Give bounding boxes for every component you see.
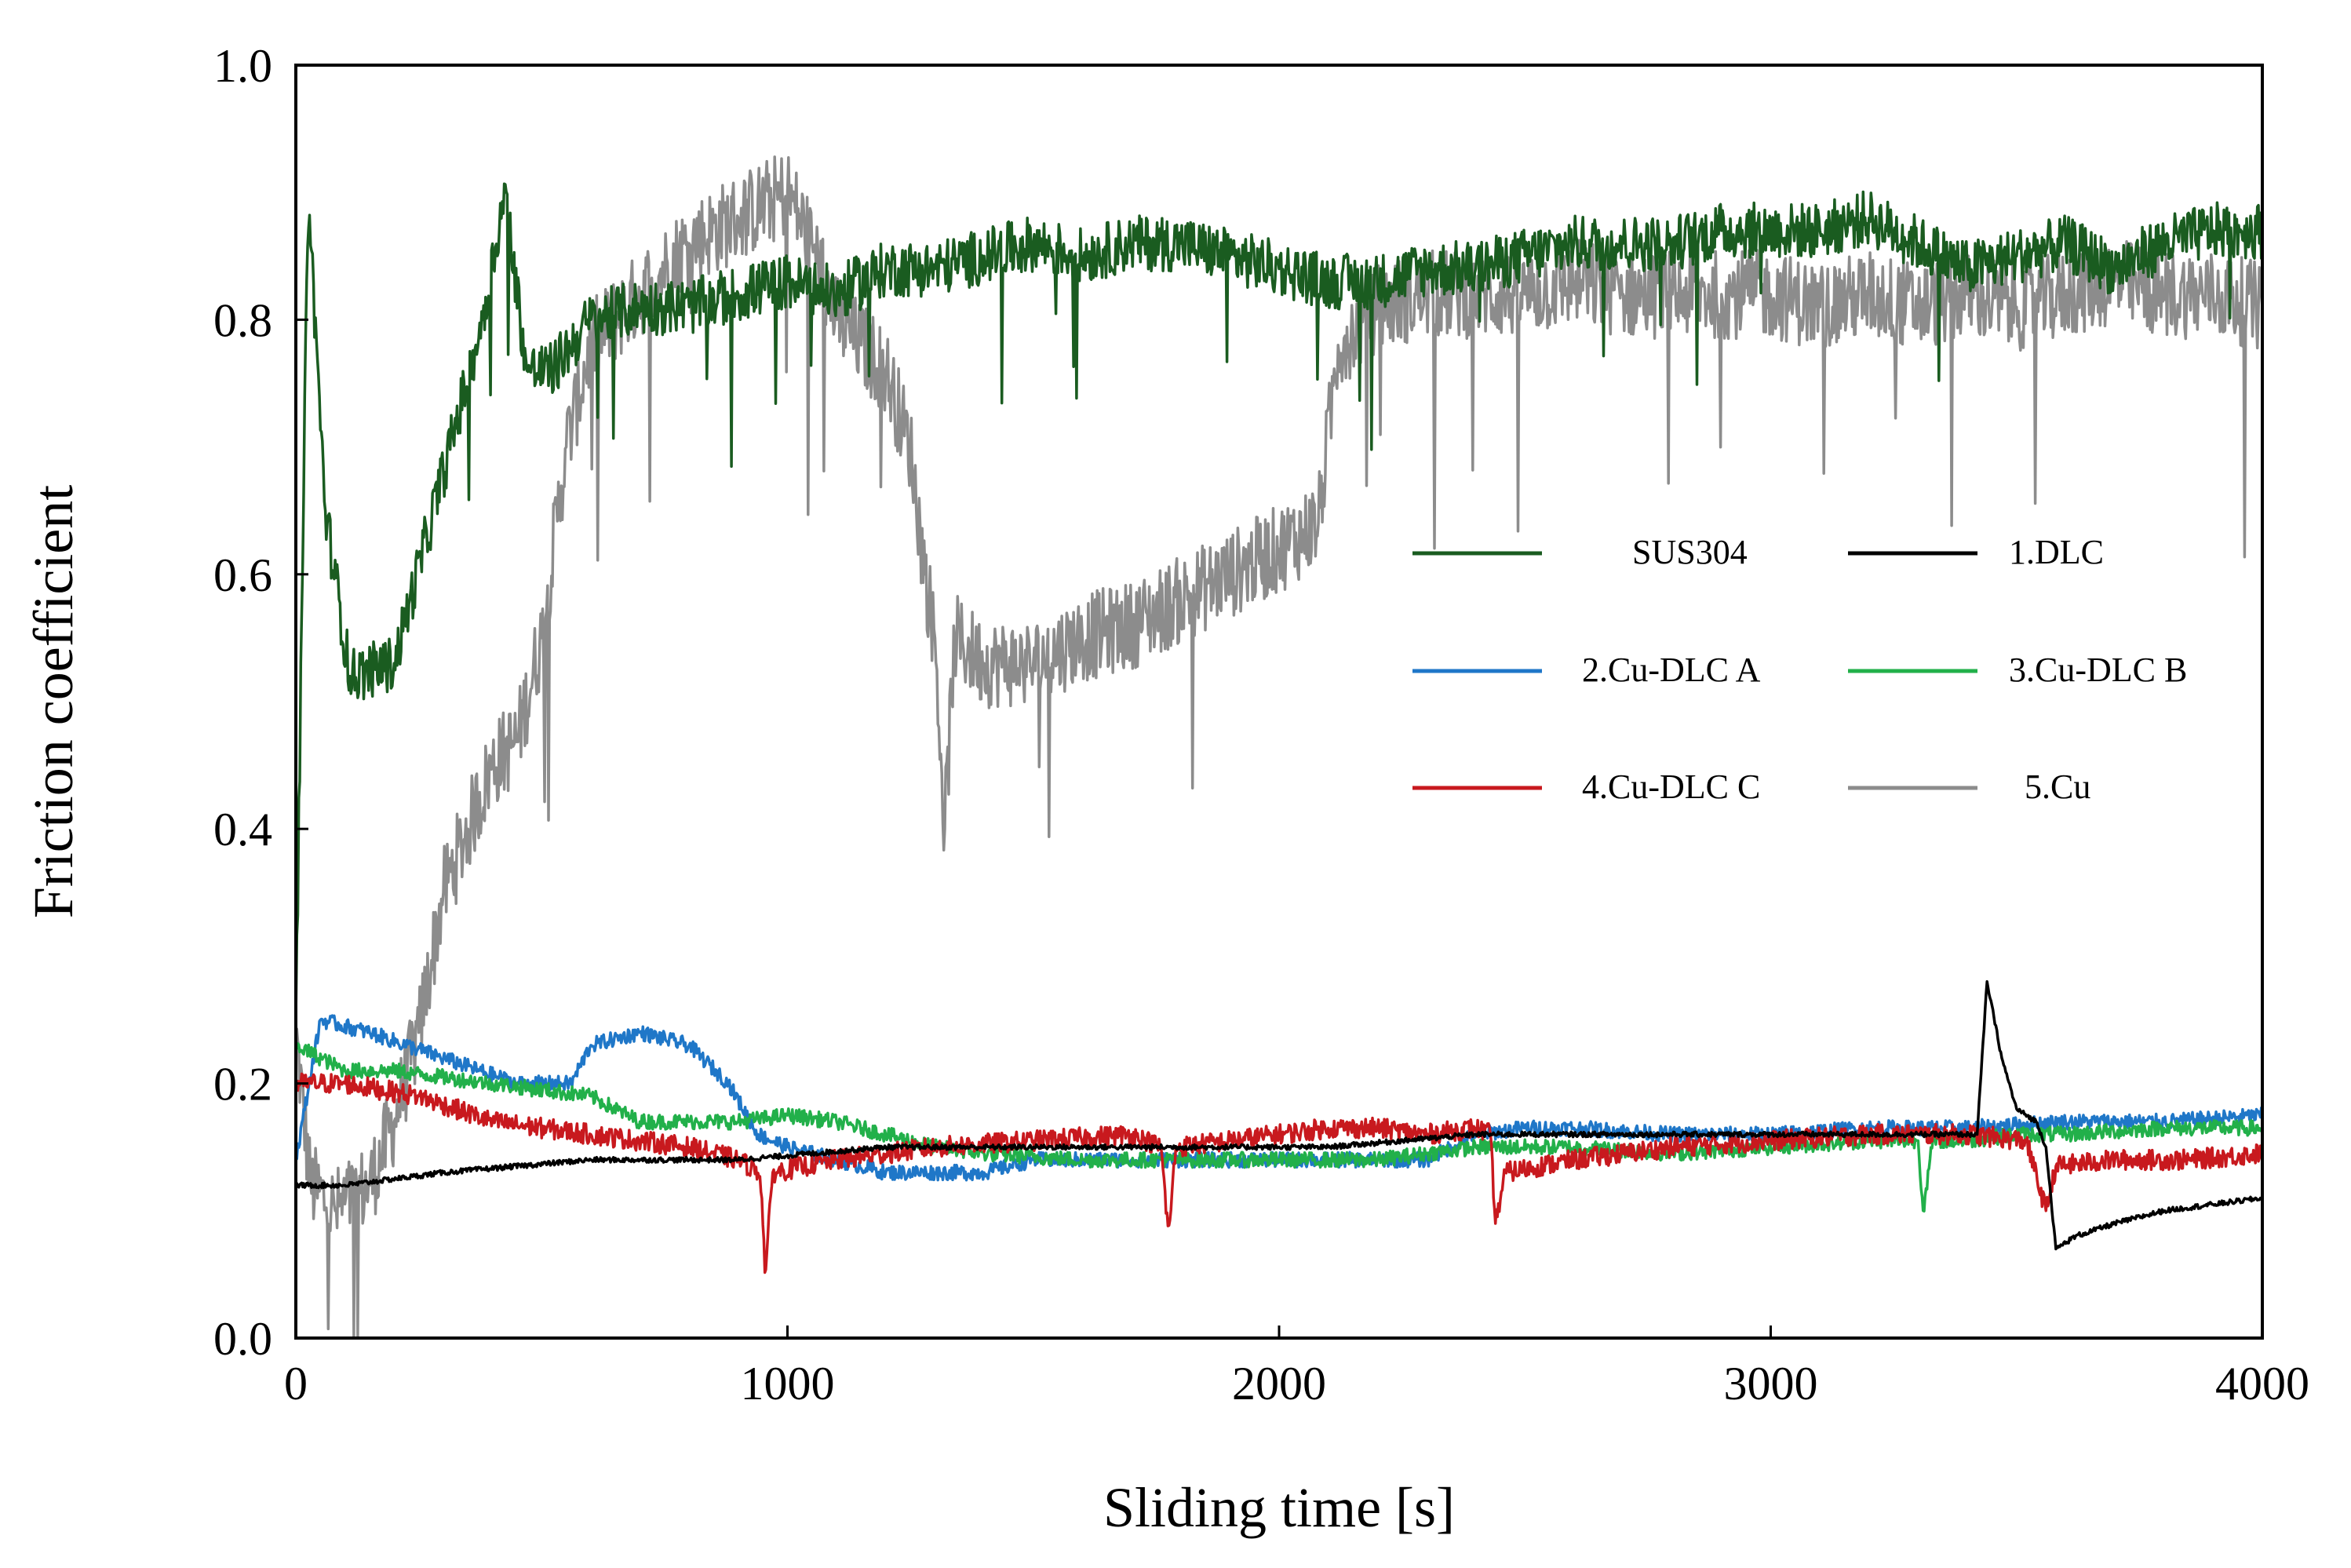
x-tick-label: 3000 [1724, 1358, 1818, 1409]
series-layer [294, 155, 2264, 1339]
series-line-3-cu-dlc-b [294, 1042, 2263, 1213]
x-tick-label: 2000 [1232, 1358, 1326, 1409]
y-tick-label: 0.6 [213, 549, 272, 601]
series-line-1-dlc [294, 980, 2263, 1251]
y-tick-label: 0.8 [213, 294, 272, 346]
x-tick-label: 0 [284, 1358, 308, 1409]
series-line-2-cu-dlc-a [294, 1014, 2264, 1182]
x-axis-title: Sliding time [s] [1103, 1476, 1455, 1539]
x-tick-label: 1000 [741, 1358, 835, 1409]
legend-label-cu-dlc-a: 2.Cu-DLC A [1582, 651, 1761, 689]
y-tick-label: 0.0 [213, 1313, 272, 1365]
x-tick-label: 4000 [2215, 1358, 2309, 1409]
legend-label-sus304: SUS304 [1632, 533, 1748, 571]
legend-label-cu-dlc-b: 3.Cu-DLC B [2009, 651, 2187, 689]
series-line-sus304 [294, 182, 2264, 1020]
y-tick-label: 1.0 [213, 40, 272, 92]
legend-label-cu-dlc-c: 4.Cu-DLC C [1582, 768, 1760, 806]
legend-label-cu: 5.Cu [2025, 768, 2090, 806]
legend-label-dlc: 1.DLC [2009, 533, 2104, 571]
y-axis-title: Friction coefficient [22, 485, 85, 918]
legend: SUS304 1.DLC 2.Cu-DLC A 3.Cu-DLC B 4.Cu-… [1412, 533, 2187, 806]
y-tick-label: 0.4 [213, 804, 272, 855]
y-tick-label: 0.2 [213, 1059, 272, 1110]
series-line-4-cu-dlc-c [294, 1072, 2264, 1274]
ticks-layer: 0 1000 2000 3000 4000 0.0 0.2 0.4 0.6 0.8 1.0 [213, 40, 2309, 1409]
